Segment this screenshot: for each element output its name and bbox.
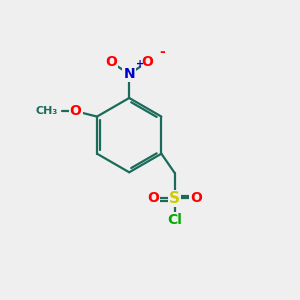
Text: O: O — [70, 104, 82, 118]
Text: O: O — [105, 55, 117, 69]
Text: +: + — [136, 59, 144, 69]
Text: O: O — [190, 191, 202, 205]
Text: S: S — [169, 191, 180, 206]
Text: O: O — [142, 55, 154, 69]
Text: CH₃: CH₃ — [35, 106, 58, 116]
Text: -: - — [159, 45, 165, 59]
Text: O: O — [147, 191, 159, 205]
Text: N: N — [123, 67, 135, 81]
Text: Cl: Cl — [167, 213, 182, 227]
